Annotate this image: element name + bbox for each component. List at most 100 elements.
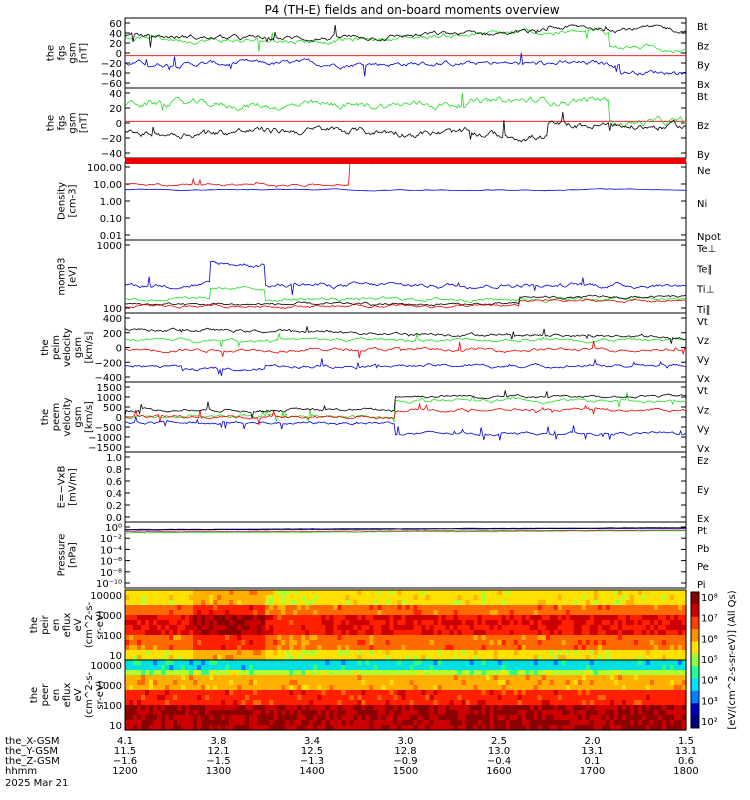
ele-spectrogram-cell (245, 715, 250, 721)
ion-spectrogram-cell (621, 650, 627, 656)
ele-spectrogram-cell (473, 715, 479, 721)
ele-spectrogram-cell (229, 720, 234, 726)
ion-spectrogram-cell (217, 610, 222, 616)
ele-spectrogram-cell (477, 670, 483, 676)
ele-spectrogram-cell (521, 675, 527, 681)
ion-spectrogram-cell (497, 595, 503, 601)
ele-spectrogram-cell (453, 675, 459, 681)
ion-spectrogram-cell (605, 590, 611, 596)
ele-spectrogram-cell (621, 695, 627, 701)
ion-spectrogram-cell (381, 625, 387, 631)
ion-spectrogram-cell (389, 590, 395, 596)
ion-spectrogram-cell (541, 610, 547, 616)
ion-spectrogram-cell (682, 605, 687, 611)
ion-spectrogram-cell (193, 635, 198, 641)
ion-spectrogram-cell (413, 630, 419, 636)
ion-spectrogram-cell (337, 640, 342, 646)
ele-spectrogram-cell (649, 700, 655, 706)
ion-spectrogram-cell (297, 620, 302, 626)
ele-spectrogram-cell (241, 710, 246, 716)
ion-spectrogram-cell (405, 630, 411, 636)
ion-spectrogram-cell (537, 615, 543, 621)
ele-spectrogram-cell (233, 710, 238, 716)
ele-spectrogram-cell (345, 695, 350, 701)
ion-spectrogram-cell (149, 650, 154, 656)
ele-spectrogram-cell (537, 695, 543, 701)
ion-spectrogram-cell (489, 620, 495, 626)
ele-spectrogram-cell (445, 685, 451, 691)
ion-spectrogram-cell (469, 615, 475, 621)
ion-spectrogram-cell (313, 655, 318, 661)
ele-spectrogram-cell (189, 690, 194, 696)
ele-spectrogram-cell (321, 665, 326, 671)
ele-spectrogram-cell (165, 720, 170, 726)
ion-spectrogram-cell (589, 595, 595, 601)
ion-spectrogram-cell (313, 645, 318, 651)
ele-spectrogram-cell (417, 670, 423, 676)
ele-spectrogram-cell (361, 700, 366, 706)
ion-spectrogram-cell (277, 650, 282, 656)
ele-spectrogram-cell (493, 690, 499, 696)
ele-spectrogram-cell (629, 725, 635, 731)
ion-spectrogram-cell (269, 645, 274, 651)
ion-spectrogram-cell (313, 600, 318, 606)
ion-spectrogram-cell (397, 615, 403, 621)
ele-spectrogram-cell (133, 705, 138, 711)
ele-spectrogram-cell (213, 670, 218, 676)
ele-spectrogram-cell (177, 700, 182, 706)
ele-spectrogram-cell (361, 725, 366, 731)
ele-spectrogram-cell (545, 700, 551, 706)
ele-spectrogram-cell (621, 675, 627, 681)
ele-spectrogram-cell (253, 675, 258, 681)
ele-spectrogram-cell (597, 725, 603, 731)
ion-spectrogram-cell (369, 600, 374, 606)
ele-spectrogram-cell (233, 715, 238, 721)
ele-spectrogram-cell (658, 715, 663, 721)
ion-spectrogram-cell (397, 620, 403, 626)
ion-spectrogram-cell (425, 630, 431, 636)
ion-spectrogram-cell (225, 635, 230, 641)
xaxis-date: 2025 Mar 21 (5, 778, 68, 789)
ele-spectrogram-cell (421, 665, 427, 671)
ion-spectrogram-cell (505, 610, 511, 616)
ion-spectrogram-cell (597, 655, 603, 661)
ion-spectrogram-cell (561, 605, 567, 611)
ion-spectrogram-cell (437, 605, 443, 611)
ion-spectrogram-cell (465, 610, 471, 616)
ion-spectrogram-cell (533, 640, 539, 646)
ion-spectrogram-cell (289, 645, 294, 651)
ion-spectrogram-cell (625, 625, 631, 631)
ion-spectrogram-cell (173, 595, 178, 601)
ele-spectrogram-cell (269, 695, 274, 701)
ion-spectrogram-cell (389, 650, 395, 656)
ele-spectrogram-cell (133, 715, 138, 721)
ion-spectrogram-cell (197, 620, 202, 626)
ion-spectrogram-cell (533, 595, 539, 601)
ion-spectrogram-cell (633, 640, 639, 646)
ele-spectrogram-cell (413, 705, 419, 711)
ion-spectrogram-cell (489, 640, 495, 646)
ion-spectrogram-cell (353, 645, 358, 651)
ele-spectrogram-cell (233, 680, 238, 686)
ion-spectrogram-cell (613, 605, 619, 611)
ion-spectrogram-cell (141, 595, 146, 601)
ion-spectrogram-cell (505, 630, 511, 636)
ele-spectrogram-cell (613, 690, 619, 696)
ion-spectrogram-cell (357, 625, 362, 631)
ion-spectrogram-cell (517, 620, 523, 626)
ele-spectrogram-cell (133, 710, 138, 716)
ele-spectrogram-cell (361, 680, 366, 686)
ion-spectrogram-cell (269, 625, 274, 631)
ion-spectrogram-cell (557, 595, 563, 601)
ele-spectrogram-cell (501, 700, 507, 706)
ele-spectrogram-cell (641, 725, 647, 731)
ele-spectrogram-cell (653, 710, 659, 716)
ion-spectrogram-cell (257, 650, 262, 656)
ion-spectrogram-cell (649, 650, 655, 656)
ion-spectrogram-cell (481, 615, 487, 621)
ele-spectrogram-cell (205, 695, 210, 701)
ele-spectrogram-cell (253, 725, 258, 731)
ele-spectrogram-cell (645, 680, 651, 686)
ion-spectrogram-cell (461, 600, 467, 606)
ele-spectrogram-cell (329, 660, 334, 666)
